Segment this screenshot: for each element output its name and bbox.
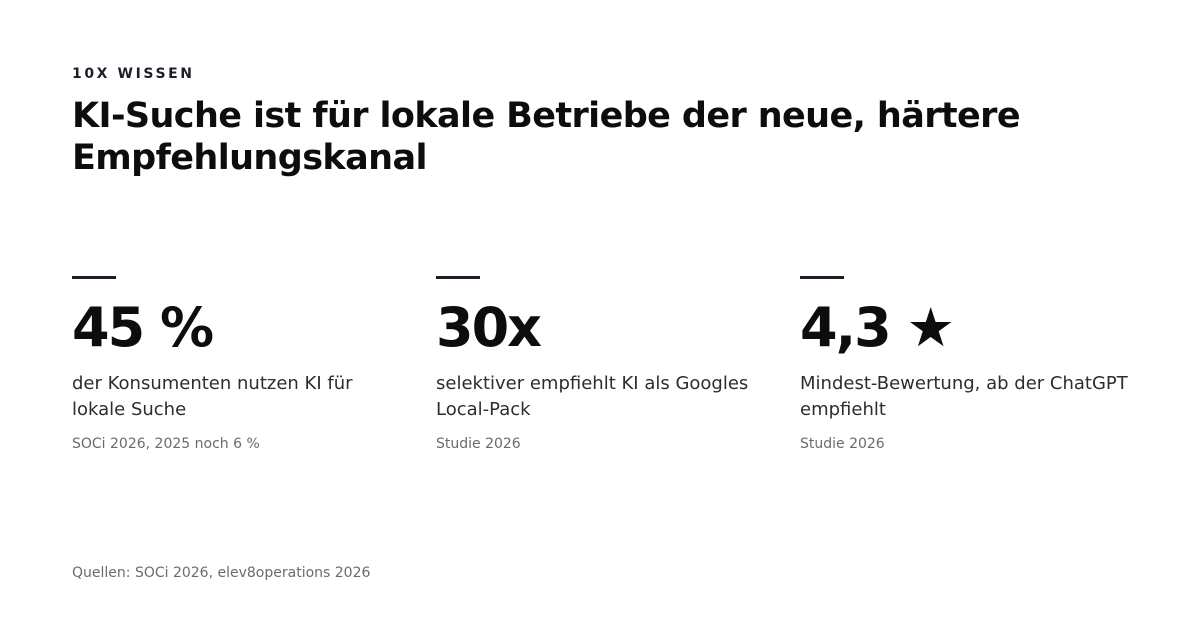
stat-description: der Konsumenten nutzen KI für lokale Suc… <box>72 373 353 420</box>
stat-source: Studie 2026 <box>800 436 885 452</box>
sources-footnote: Quellen: SOCi 2026, elev8operations 2026 <box>72 565 371 581</box>
stat-description: Mindest-Bewertung, ab der ChatGPT empfie… <box>800 373 1128 420</box>
stat-description: selektiver empfiehlt KI als Googles Loca… <box>436 373 749 420</box>
eyebrow-label: 10X WISSEN <box>72 66 195 82</box>
stat-card-3: 4,3 ★ Mindest-Bewertung, ab der ChatGPT … <box>800 270 1164 453</box>
stat-divider <box>436 276 480 279</box>
stats-row: 45 % der Konsumenten nutzen KI für lokal… <box>72 270 1164 453</box>
stat-value: 45 % <box>72 296 214 359</box>
stat-source: SOCi 2026, 2025 noch 6 % <box>72 436 260 452</box>
stat-value: 30x <box>436 296 542 359</box>
stat-value: 4,3 ★ <box>800 296 955 359</box>
stat-divider <box>72 276 116 279</box>
stat-source: Studie 2026 <box>436 436 521 452</box>
stat-divider <box>800 276 844 279</box>
page-headline: KI-Suche ist für lokale Betriebe der neu… <box>72 96 1021 178</box>
stat-card-2: 30x selektiver empfiehlt KI als Googles … <box>436 270 800 453</box>
stat-card-1: 45 % der Konsumenten nutzen KI für lokal… <box>72 270 436 453</box>
